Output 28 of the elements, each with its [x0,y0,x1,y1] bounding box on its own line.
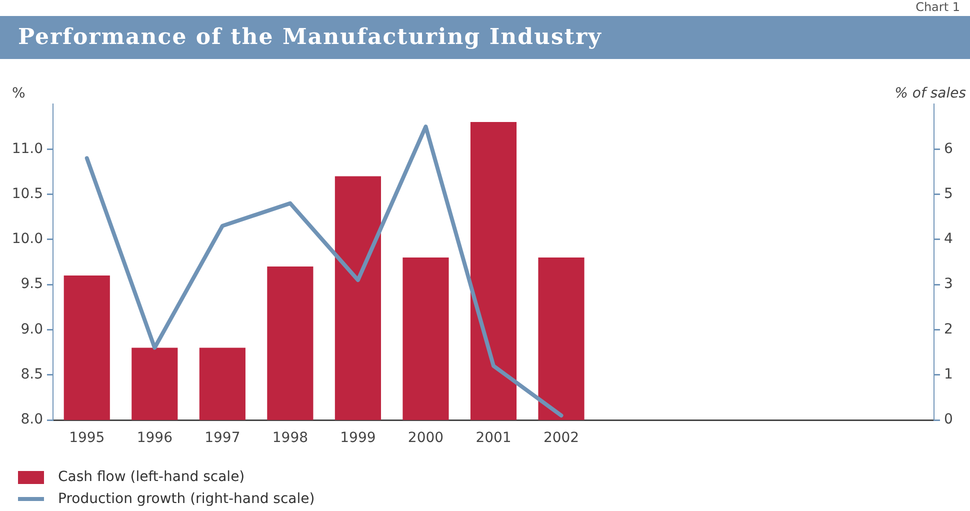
y2-axis-title: % of sales [894,86,966,102]
y-tick-label: 10.0 [12,231,43,248]
legend-label: Cash flow (left-hand scale) [58,469,245,485]
y2-tick-label: 0 [944,412,953,428]
chart-title: Performance of the Manufacturing Industry [17,24,602,50]
y-tick-label: 8.0 [20,412,43,428]
x-tick-label: 1997 [204,430,240,446]
y-tick-label: 10.5 [12,186,43,202]
y2-tick-label: 1 [944,366,953,382]
y-tick-label: 8.5 [20,366,43,382]
y2-tick-label: 2 [944,321,953,338]
y-tick-label: 9.0 [20,321,43,338]
y2-tick-label: 3 [944,276,953,292]
legend-label: Production growth (right-hand scale) [58,491,315,507]
x-tick-label: 2002 [543,430,580,446]
x-tick-label: 1996 [136,430,173,446]
y-axis-title: % [12,86,26,102]
y-tick-label: 11.0 [12,140,43,157]
caption: Chart 1 [916,0,960,14]
x-tick-label: 1999 [340,430,376,446]
y2-tick-label: 4 [944,231,953,248]
x-tick-label: 1995 [69,430,105,446]
x-tick-label: 1998 [272,430,308,446]
y2-tick-label: 6 [944,140,953,157]
x-tick-label: 2001 [476,430,512,446]
x-tick-label: 2000 [408,430,444,446]
y2-tick-label: 5 [944,186,953,202]
y-tick-label: 9.5 [20,276,43,292]
